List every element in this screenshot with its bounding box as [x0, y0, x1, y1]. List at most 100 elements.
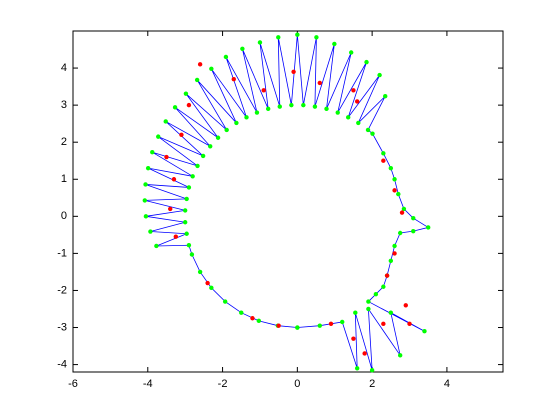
y-tick-label: 1: [61, 173, 67, 185]
data-point: [200, 153, 206, 159]
y-tick-label: -1: [57, 247, 67, 259]
data-point: [295, 325, 300, 330]
data-point: [143, 182, 148, 187]
data-point: [277, 104, 282, 109]
x-tick-label: -4: [143, 378, 153, 390]
data-point: [186, 243, 192, 248]
data-point: [215, 135, 221, 140]
data-point: [254, 110, 260, 115]
data-point: [312, 104, 318, 109]
data-point: [317, 80, 322, 86]
data-point: [381, 158, 386, 163]
data-point: [354, 366, 360, 371]
data-point: [194, 77, 200, 83]
data-point: [392, 177, 397, 182]
y-tick-label: 4: [61, 62, 67, 74]
data-point: [223, 54, 229, 60]
data-point: [366, 299, 371, 304]
data-point: [184, 231, 189, 236]
data-point: [163, 119, 168, 124]
x-tick-label: -2: [218, 378, 228, 390]
data-point: [364, 59, 369, 65]
x-tick-label: 4: [444, 378, 450, 390]
data-point: [257, 40, 263, 45]
data-point: [208, 144, 213, 149]
data-point: [396, 191, 401, 197]
data-point: [340, 319, 345, 325]
data-point: [171, 177, 177, 182]
data-point: [369, 367, 375, 373]
data-point: [399, 210, 405, 215]
data-point: [403, 303, 408, 308]
data-point: [348, 50, 354, 55]
data-point: [205, 280, 210, 286]
data-point: [328, 321, 334, 327]
x-tick-label: 0: [294, 378, 300, 390]
data-point: [291, 69, 296, 74]
data-point: [354, 99, 360, 104]
data-point: [346, 115, 351, 120]
data-point: [365, 127, 371, 133]
data-point: [234, 120, 239, 126]
data-point: [381, 321, 386, 327]
data-point: [295, 32, 300, 37]
data-point: [383, 94, 388, 99]
data-point: [289, 102, 294, 108]
data-point: [182, 208, 188, 213]
data-point: [411, 228, 416, 234]
y-tick-label: 3: [61, 99, 67, 111]
y-tick-label: 2: [61, 136, 67, 148]
data-point: [222, 299, 228, 304]
data-point: [182, 220, 188, 225]
data-point: [209, 285, 214, 291]
data-point: [373, 291, 379, 297]
data-point: [276, 35, 281, 40]
y-tick-label: -4: [57, 358, 67, 370]
x-tick-label: 2: [369, 378, 375, 390]
data-point: [317, 323, 322, 328]
data-point: [186, 102, 192, 108]
data-point: [392, 251, 397, 256]
x-tick-label: -6: [68, 378, 78, 390]
data-point: [256, 318, 262, 324]
data-point: [231, 76, 236, 82]
data-point: [224, 127, 229, 133]
data-point: [154, 243, 159, 249]
data-point: [381, 151, 386, 156]
data-point: [184, 196, 189, 202]
data-point: [397, 353, 403, 358]
data-point: [186, 185, 192, 190]
data-point: [148, 229, 153, 234]
data-point: [388, 258, 394, 264]
data-point: [190, 174, 195, 179]
data-point: [265, 106, 271, 112]
data-point: [197, 269, 203, 275]
data-point: [179, 132, 184, 137]
data-point: [142, 198, 147, 203]
data-point: [189, 252, 195, 257]
data-point: [351, 88, 356, 93]
data-point: [366, 306, 371, 312]
data-point: [411, 215, 416, 221]
data-point: [145, 165, 151, 171]
data-point: [209, 66, 214, 72]
data-point: [397, 230, 403, 236]
data-point: [156, 134, 161, 139]
data-point: [240, 46, 245, 51]
data-point: [377, 72, 382, 78]
data-point: [239, 310, 244, 315]
data-point: [426, 225, 431, 230]
data-point: [388, 310, 394, 315]
data-point: [150, 150, 155, 155]
y-tick-label: 0: [61, 210, 67, 222]
data-point: [388, 165, 394, 171]
data-point: [392, 188, 397, 193]
data-point: [261, 88, 266, 93]
data-point: [356, 120, 361, 126]
data-point: [244, 115, 249, 120]
data-point: [392, 243, 397, 249]
data-point: [172, 105, 178, 110]
data-point: [422, 329, 427, 334]
data-point: [407, 321, 412, 327]
